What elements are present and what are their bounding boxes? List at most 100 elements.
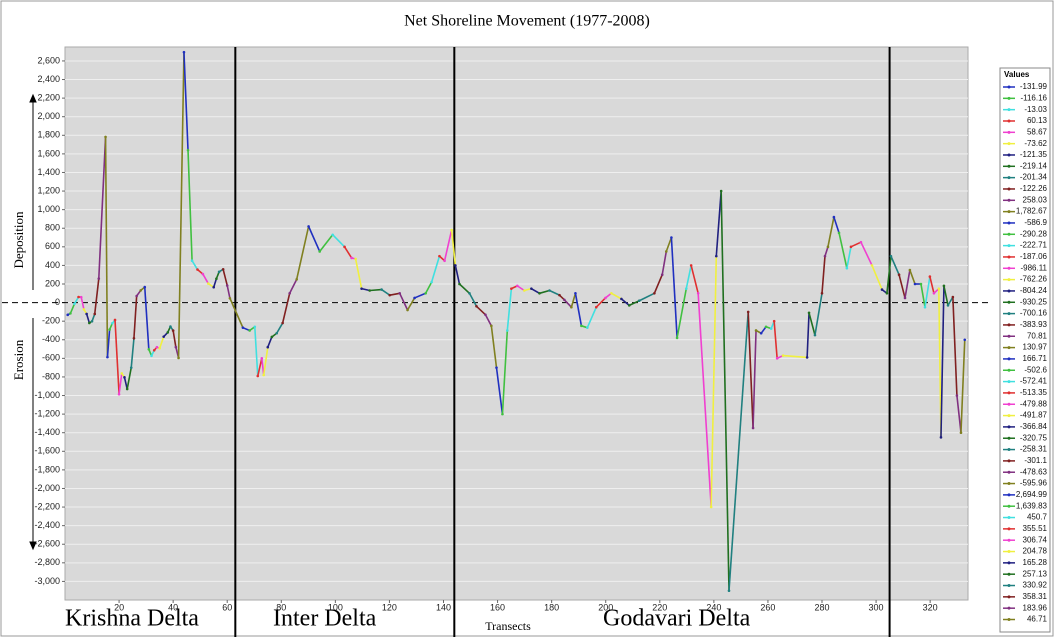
legend-label: -258.31: [1020, 445, 1048, 454]
point: [764, 325, 768, 329]
point: [104, 135, 107, 139]
legend-swatch-dot: [1007, 606, 1011, 610]
line-segment: [354, 258, 363, 289]
legend-swatch-dot: [1007, 85, 1011, 89]
point: [318, 250, 321, 253]
y-tick-label: 2,000: [37, 111, 60, 121]
point: [837, 231, 841, 235]
line-segment: [495, 367, 504, 415]
line-segment: [414, 292, 426, 299]
region-label: Inter Delta: [273, 606, 377, 632]
point: [450, 228, 453, 232]
line-segment: [381, 288, 391, 296]
line-segment: [202, 273, 209, 284]
y-tick-label: 1,000: [37, 204, 60, 214]
point: [939, 436, 943, 439]
line-segment: [661, 251, 668, 275]
legend-label: -986.11: [1020, 263, 1047, 272]
point: [77, 295, 80, 299]
legend-label: -762.26: [1020, 275, 1048, 284]
y-tick-label: 200: [45, 278, 60, 288]
point: [217, 270, 221, 274]
legend-label: 165.28: [1023, 558, 1048, 567]
point: [807, 311, 811, 315]
x-tick-label: 120: [382, 602, 397, 612]
point: [684, 287, 688, 290]
legend-swatch-dot: [1007, 244, 1011, 248]
legend-swatch-dot: [1007, 618, 1011, 622]
point: [262, 373, 266, 377]
point: [897, 273, 901, 277]
line-segment: [814, 293, 823, 336]
point: [125, 387, 129, 391]
point: [660, 273, 664, 277]
line-segment: [191, 260, 199, 270]
legend-label: -478.63: [1020, 467, 1048, 476]
legend-label: 450.7: [1027, 513, 1048, 522]
point: [380, 288, 383, 291]
legend-label: 166.71: [1023, 354, 1048, 363]
point: [946, 304, 950, 307]
legend-label: 204.78: [1023, 547, 1048, 556]
point: [241, 326, 245, 329]
point: [256, 374, 260, 378]
y-tick-label: -2,800: [34, 557, 60, 567]
line-segment: [106, 329, 111, 358]
line-segment: [676, 288, 688, 339]
legend-swatch-dot: [1007, 538, 1011, 542]
point: [727, 589, 731, 593]
legend-swatch-dot: [1007, 130, 1011, 134]
legend-swatch-dot: [1007, 482, 1011, 486]
line-segment: [586, 306, 597, 329]
legend-swatch-dot: [1007, 278, 1011, 282]
line-segment: [256, 358, 263, 377]
line-segment: [475, 305, 486, 316]
line-segment: [114, 319, 120, 395]
point: [388, 293, 392, 297]
point: [97, 277, 101, 280]
legend-swatch-dot: [1007, 176, 1011, 180]
line-segment: [773, 321, 778, 359]
line-segment: [93, 278, 100, 315]
line-segment: [490, 325, 498, 368]
legend-swatch-dot: [1007, 459, 1011, 463]
legend-swatch-dot: [1007, 425, 1011, 429]
point: [530, 287, 533, 290]
point: [139, 289, 143, 292]
line-segment: [943, 285, 949, 306]
y-tick-label: -1,000: [34, 390, 60, 400]
point: [913, 282, 917, 286]
line-segment: [710, 256, 718, 508]
line-segment: [871, 265, 883, 290]
point: [120, 372, 124, 375]
line-segment: [670, 237, 678, 338]
point: [538, 291, 541, 295]
legend-swatch-dot: [1007, 142, 1011, 146]
line-segment: [430, 255, 441, 283]
legend-label: -502.6: [1024, 365, 1047, 374]
line-segment: [638, 292, 655, 302]
line-segment: [450, 230, 457, 266]
line-segment: [898, 274, 906, 299]
line-segment: [697, 293, 712, 508]
point: [443, 259, 446, 263]
legend-label: -700.16: [1020, 309, 1048, 318]
legend-label: -201.34: [1020, 173, 1048, 182]
x-tick-label: 100: [328, 602, 343, 612]
line-segment: [549, 289, 560, 296]
point: [350, 256, 353, 260]
line-segment: [130, 338, 135, 368]
arrows: [29, 93, 37, 551]
line-segment: [653, 274, 663, 294]
legend-swatch-dot: [1007, 153, 1011, 157]
line-segment: [288, 278, 298, 294]
y-tick-label: -1,400: [34, 427, 60, 437]
line-segment: [516, 285, 525, 292]
legend-swatch-dot: [1007, 504, 1011, 508]
point: [923, 305, 927, 309]
point: [951, 295, 955, 299]
y-tick-label: 1,200: [37, 185, 60, 195]
line-segment: [212, 278, 218, 288]
line-segment: [886, 256, 892, 294]
line-segment: [570, 293, 577, 308]
